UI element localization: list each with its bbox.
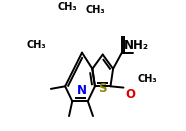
Text: CH₃: CH₃ <box>27 40 46 50</box>
Text: CH₃: CH₃ <box>86 5 105 15</box>
Text: CH₃: CH₃ <box>138 73 157 84</box>
Text: N: N <box>77 84 87 97</box>
Text: CH₃: CH₃ <box>57 2 77 12</box>
Text: S: S <box>98 82 107 95</box>
Text: O: O <box>125 88 135 101</box>
Text: NH₂: NH₂ <box>124 39 149 52</box>
